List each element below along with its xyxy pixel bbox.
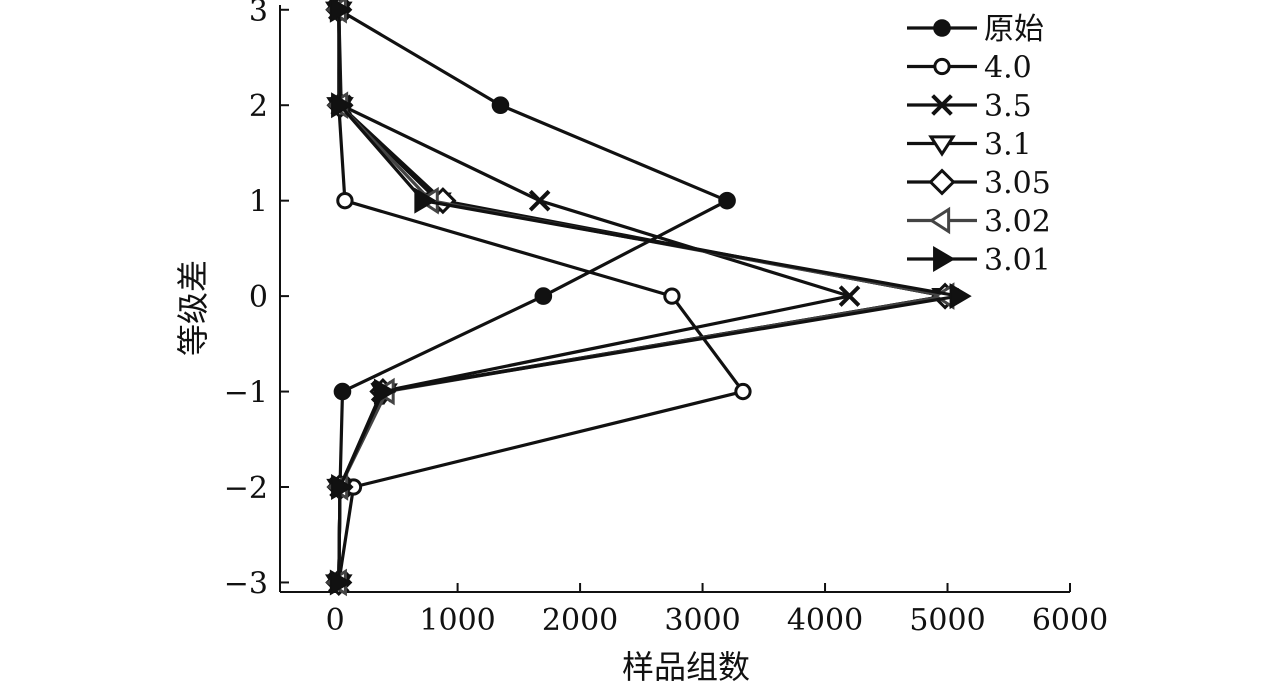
- series-3.05: [325, 0, 959, 597]
- x-marker: [528, 189, 551, 212]
- series-3.01: [329, 0, 972, 596]
- triangle-left-marker: [928, 206, 951, 235]
- x-tick-label: 3000: [664, 603, 740, 638]
- y-tick-label: −1: [224, 376, 268, 411]
- series-3.02: [325, 0, 955, 597]
- y-tick-label: −2: [224, 471, 268, 506]
- legend-entry: 3.05: [907, 166, 1051, 201]
- open-circle-marker: [663, 287, 681, 305]
- legend-label: 3.5: [984, 89, 1032, 124]
- series-line: [337, 9, 947, 583]
- triangle-right-marker: [331, 473, 354, 501]
- legend-entry: 3.5: [907, 89, 1032, 124]
- legend-label: 3.05: [984, 166, 1051, 201]
- triangle-right-marker: [373, 378, 397, 405]
- x-axis-title: 样品组数: [622, 648, 750, 686]
- series-layer: [324, 0, 972, 597]
- legend-label: 4.0: [984, 51, 1032, 86]
- triangle-right-marker: [329, 0, 352, 23]
- triangle-down-marker: [928, 135, 956, 157]
- y-tick-label: 0: [249, 280, 268, 315]
- triangle-right-marker: [949, 283, 972, 310]
- filled-circle-marker: [333, 382, 352, 401]
- series-line: [337, 9, 961, 583]
- x-tick-label: 1000: [419, 603, 495, 638]
- legend-entry: 3.01: [907, 243, 1051, 278]
- axes: [279, 5, 1070, 593]
- legend-label: 原始: [984, 12, 1044, 47]
- triangle-right-marker: [331, 92, 354, 119]
- y-tick-label: 2: [249, 89, 268, 124]
- x-tick-label: 0: [326, 603, 345, 638]
- filled-circle-marker: [491, 96, 510, 115]
- legend-entry: 3.02: [907, 205, 1051, 240]
- legend-label: 3.02: [984, 205, 1051, 240]
- legend-label: 3.01: [984, 243, 1051, 278]
- ticks: 0 1000 2000 3000 4000 5000 6000 3 2 1 0 −1 −2 −3: [224, 0, 1108, 638]
- y-tick-label: −3: [224, 566, 268, 601]
- filled-circle-marker: [718, 191, 736, 210]
- open-circle-marker: [336, 192, 354, 210]
- legend-label: 3.1: [984, 128, 1032, 163]
- y-tick-label: 3: [249, 0, 268, 29]
- triangle-right-marker: [414, 187, 437, 214]
- legend-entry: 原始: [907, 12, 1044, 47]
- triangle-right-marker: [933, 245, 956, 273]
- x-tick-label: 5000: [909, 603, 985, 638]
- x-marker: [931, 94, 953, 116]
- series-3.5: [328, 0, 861, 594]
- y-axis-title: 等级差: [174, 260, 212, 356]
- x-tick-label: 4000: [787, 603, 863, 638]
- diamond-marker: [928, 168, 956, 196]
- filled-circle-marker: [534, 287, 553, 305]
- series-line: [337, 9, 947, 583]
- legend: 原始 4.03.5 3.13.05 3.023.01: [907, 12, 1051, 278]
- legend-entry: 3.1: [907, 128, 1032, 163]
- open-circle-marker: [734, 382, 752, 401]
- series-line: [337, 9, 948, 583]
- x-tick-label: 2000: [542, 603, 618, 638]
- open-circle-marker: [933, 57, 951, 76]
- triangle-right-marker: [329, 569, 352, 596]
- x-tick-label: 6000: [1032, 603, 1108, 638]
- filled-circle-marker: [933, 19, 951, 37]
- series-line: [337, 9, 852, 583]
- series-3.1: [324, 1, 959, 596]
- legend-entry: 4.0: [907, 51, 1032, 86]
- y-tick-label: 1: [249, 185, 268, 220]
- x-marker: [838, 285, 861, 307]
